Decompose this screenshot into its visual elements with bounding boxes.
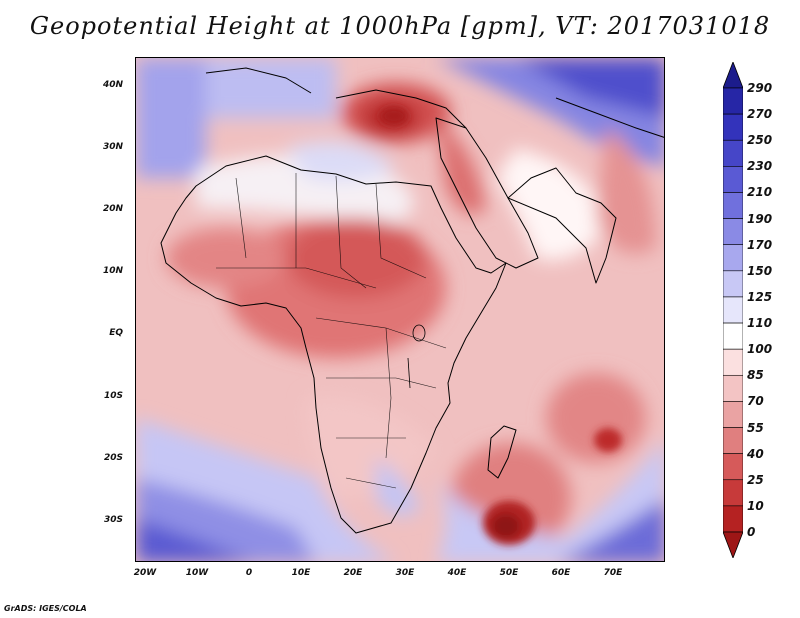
colorbar-label: 55 [747,420,764,435]
map-plot-area [135,57,665,562]
lon-label-10w: 10W [185,568,209,578]
lat-label-30s: 30S [103,515,123,525]
lat-label-10n: 10N [102,266,123,276]
colorbar-label: 0 [747,525,756,539]
colorbar-label: 230 [747,159,773,174]
lon-label-30e: 30E [395,568,415,578]
colorbar-segment [723,113,743,141]
colorbar-label: 150 [747,263,773,278]
colorbar-segment [723,401,743,428]
colorbar-segment [723,479,743,507]
colorbar-segment [723,505,743,533]
grads-credit: GrADS: IGES/COLA [4,604,87,613]
lon-label-20w: 20W [133,568,157,578]
colorbar-segment [723,270,743,298]
colorbar-segment [723,348,743,376]
colorbar-segments [723,62,743,558]
colorbar-segment [723,296,743,324]
colorbar-segment [723,322,743,350]
lake-victoria [412,324,426,342]
height-field-blobs [136,58,664,561]
colorbar-top-arrow [723,62,743,89]
colorbar-label: 125 [747,289,773,304]
colorbar-label: 210 [747,185,773,200]
lon-label-0: 0 [245,568,253,578]
colorbar-label: 290 [747,81,773,95]
colorbar-segment [723,244,743,272]
lat-label-20n: 20N [102,204,123,214]
lat-label-30n: 30N [102,142,123,152]
lon-label-70e: 70E [603,568,623,578]
lat-label-eq: EQ [109,328,123,338]
colorbar-segment [723,453,743,481]
lat-label-20s: 20S [103,453,123,463]
colorbar-label: 25 [747,472,764,487]
country-borders [216,173,447,489]
colorbar-label: 270 [747,107,773,122]
lon-label-60e: 60E [551,568,571,578]
colorbar-segment [723,192,743,219]
colorbar-segment [723,87,743,115]
lon-label-10e: 10E [291,568,311,578]
height-field-svg [136,58,664,561]
colorbar-label: 110 [747,316,773,331]
colorbar-label: 190 [747,211,773,226]
colorbar-label: 250 [747,133,773,148]
lat-label-40n: 40N [102,80,123,90]
colorbar-label: 85 [747,368,764,383]
colorbar-segment [723,218,743,246]
lon-label-50e: 50E [499,568,519,578]
colorbar-segment [723,374,743,402]
colorbar-label: 10 [747,498,764,513]
lon-label-20e: 20E [343,568,363,578]
colorbar-segment [723,139,743,167]
colorbar-bottom-arrow [723,531,743,558]
coastlines [160,67,664,534]
colorbar-label: 70 [747,394,764,409]
lake-tanganyika [407,357,411,389]
lon-label-40e: 40E [447,568,467,578]
colorbar-segment [723,427,743,454]
colorbar-label: 100 [747,342,773,357]
colorbar [723,62,743,558]
map-title: Geopotential Height at 1000hPa [gpm], VT… [29,12,771,40]
lat-label-10s: 10S [103,391,123,401]
colorbar-label: 170 [747,237,773,252]
colorbar-label: 40 [747,446,764,461]
height-field-cores [380,107,622,545]
colorbar-segment [723,166,743,193]
